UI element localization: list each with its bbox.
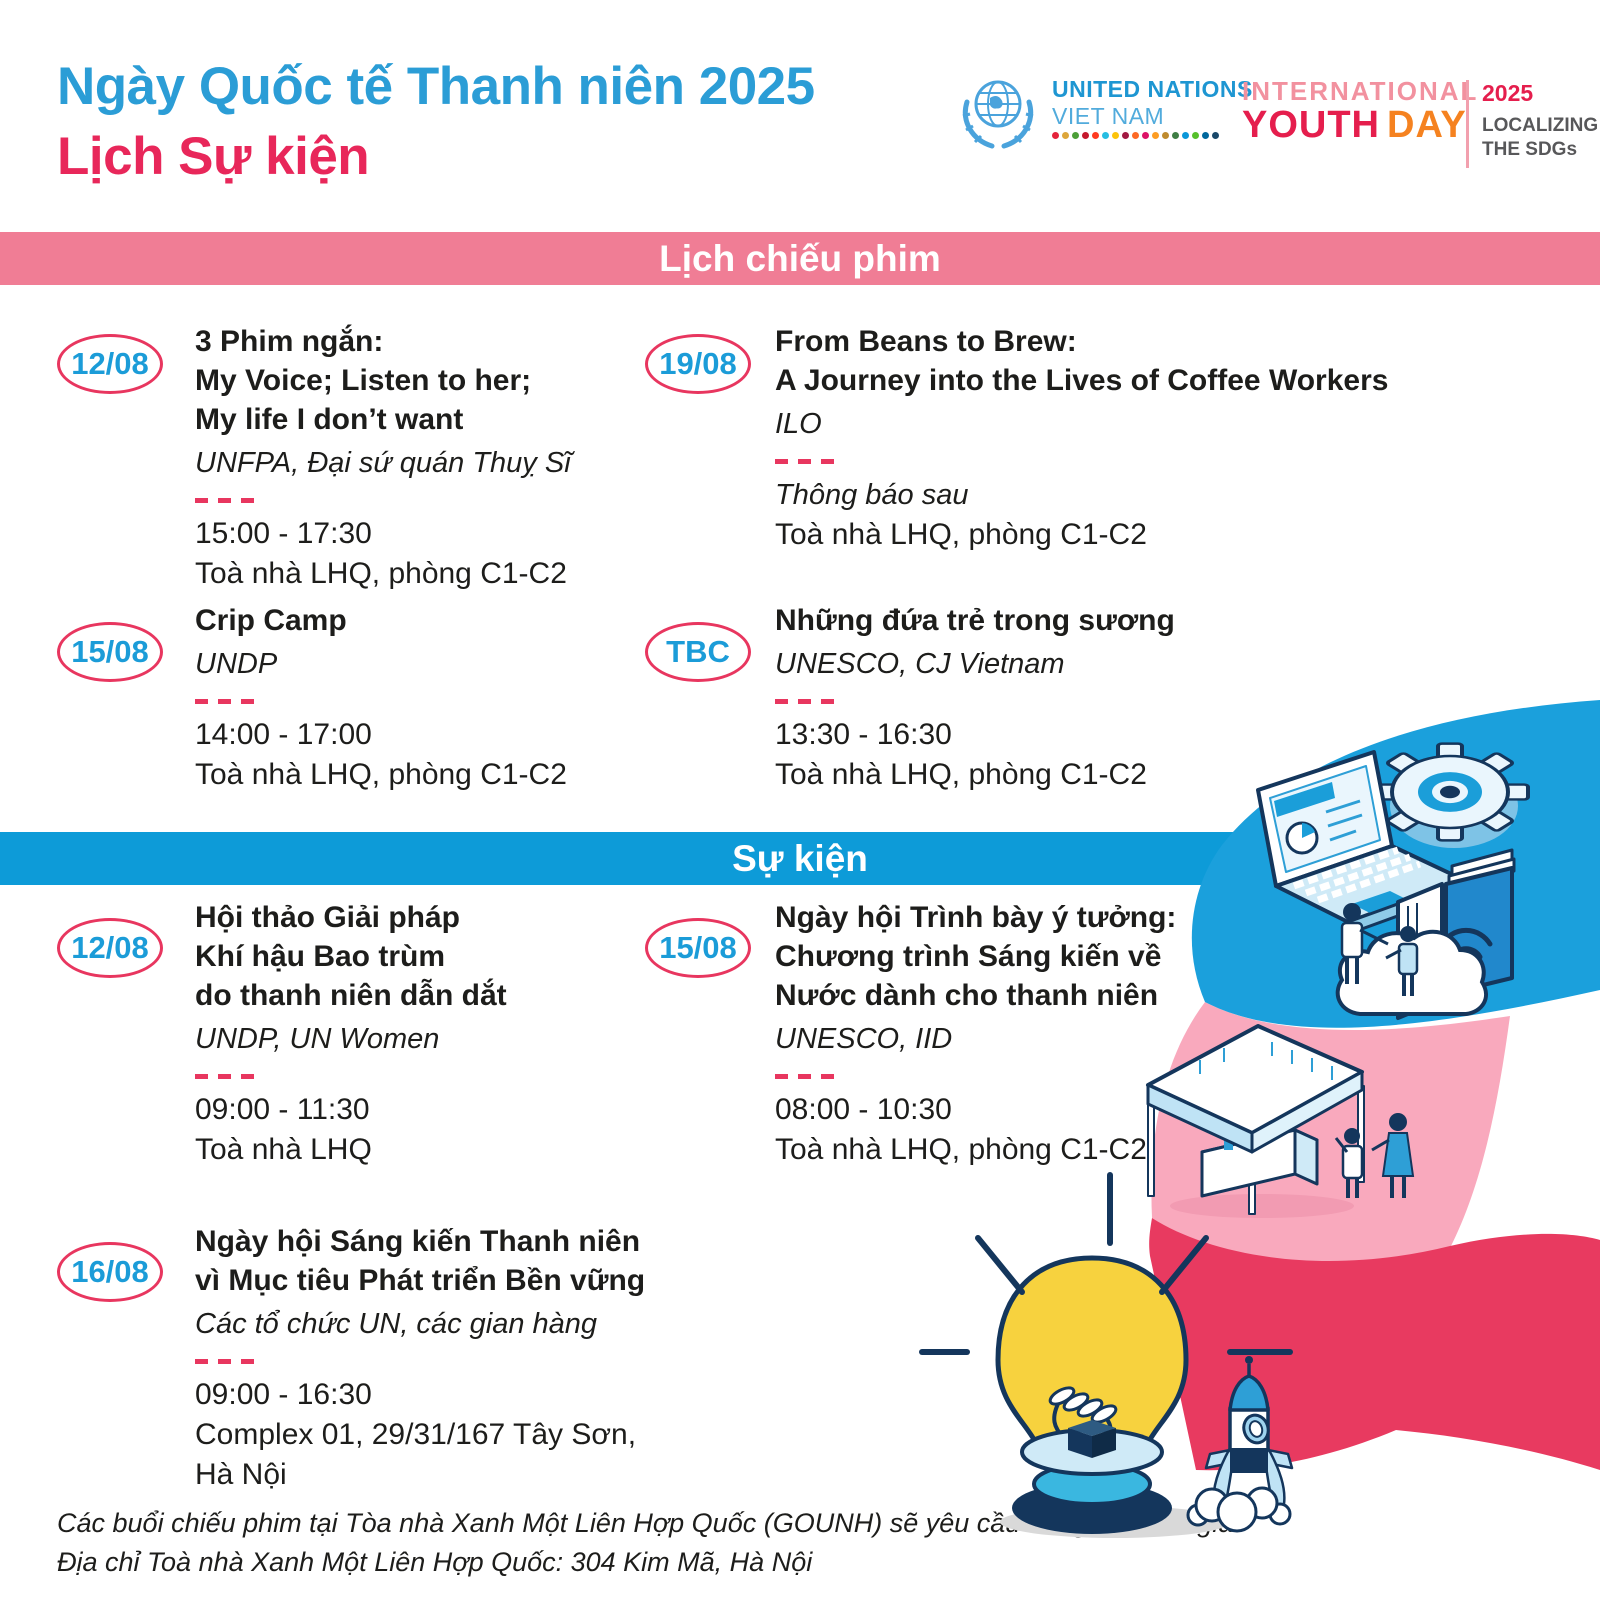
event-title-line: My life I don’t want (195, 403, 464, 436)
date-badge: 12/08 (57, 334, 163, 394)
date-badge: 19/08 (645, 334, 751, 394)
film-entry-3: Crip Camp UNDP 14:00 - 17:00 Toà nhà LHQ… (195, 601, 855, 795)
iyd-logo-tagline-2: THE SDGs (1482, 139, 1578, 160)
date-badge-label: 12/08 (71, 930, 149, 965)
event-entry-1: Hội thảo Giải pháp Khí hậu Bao trùm do t… (195, 898, 855, 1170)
divider-dashes (195, 498, 255, 503)
date-badge-label: 16/08 (71, 1254, 149, 1289)
event-note: Thông báo sau (775, 479, 969, 511)
date-badge-label: 15/08 (659, 930, 737, 965)
event-title-line: Chương trình Sáng kiến về (775, 940, 1162, 973)
event-venue: Toà nhà LHQ, phòng C1-C2 (775, 518, 1147, 551)
film-entry-1: 3 Phim ngắn: My Voice; Listen to her; My… (195, 322, 855, 594)
event-organizer: ILO (775, 408, 822, 440)
divider-dashes (775, 1074, 835, 1079)
un-logo-country: VIET NAM (1052, 103, 1165, 129)
event-organizer: UNFPA, Đại sứ quán Thuỵ Sĩ (195, 447, 571, 479)
event-title-line: 3 Phim ngắn: (195, 325, 384, 358)
event-time: 13:30 - 16:30 (775, 718, 952, 751)
date-badge-label: 19/08 (659, 346, 737, 381)
page-title: Ngày Quốc tế Thanh niên 2025 (57, 57, 815, 116)
event-title-line: Nước dành cho thanh niên (775, 979, 1159, 1012)
page-subtitle: Lịch Sự kiện (57, 127, 370, 186)
banner-events: Sự kiện (0, 832, 1600, 885)
iyd-logo-divider (1466, 80, 1469, 168)
date-badge: 15/08 (645, 918, 751, 978)
iyd-logo-international: INTERNATIONAL (1242, 76, 1479, 106)
date-badge: 12/08 (57, 918, 163, 978)
sdg-dots (1052, 132, 1219, 139)
iyd-logo-day: DAY (1387, 104, 1467, 146)
event-title-line: do thanh niên dẫn dắt (195, 979, 507, 1012)
event-time: 08:00 - 10:30 (775, 1093, 952, 1126)
divider-dashes (195, 699, 255, 704)
event-title-line: Ngày hội Sáng kiến Thanh niên (195, 1225, 641, 1258)
un-logo-name: UNITED NATIONS (1052, 76, 1253, 102)
film-entry-4: Những đứa trẻ trong sương UNESCO, CJ Vie… (775, 601, 1435, 795)
bulb-rays (919, 1172, 1293, 1355)
event-title-line: From Beans to Brew: (775, 325, 1077, 358)
event-time: 14:00 - 17:00 (195, 718, 372, 751)
divider-dashes (195, 1359, 255, 1364)
event-organizer: UNDP, UN Women (195, 1023, 440, 1055)
event-venue: Toà nhà LHQ, phòng C1-C2 (195, 557, 567, 590)
iyd-logo-tagline-1: LOCALIZING (1482, 115, 1599, 136)
event-title-line: Những đứa trẻ trong sương (775, 604, 1175, 637)
iyd-logo-youthday: YOUTH DAY (1242, 104, 1467, 147)
banner-films: Lịch chiếu phim (0, 232, 1600, 285)
event-title-line: Ngày hội Trình bày ý tưởng: (775, 901, 1177, 934)
lightbulb-icon (919, 1172, 1293, 1538)
iyd-logo-year: 2025 (1482, 80, 1534, 106)
event-venue: Toà nhà LHQ, phòng C1-C2 (775, 1133, 1147, 1166)
event-title-line: My Voice; Listen to her; (195, 364, 532, 397)
event-organizer: UNESCO, IID (775, 1023, 953, 1055)
event-organizer: Các tổ chức UN, các gian hàng (195, 1308, 598, 1340)
event-venue: Complex 01, 29/31/167 Tây Sơn, (195, 1418, 637, 1451)
footer-note-1: Các buổi chiếu phim tại Tòa nhà Xanh Một… (57, 1508, 1234, 1538)
date-badge: 16/08 (57, 1242, 163, 1302)
divider-dashes (195, 1074, 255, 1079)
event-time: 15:00 - 17:30 (195, 517, 372, 550)
date-badge-label: 15/08 (71, 634, 149, 669)
event-entry-3: Ngày hội Sáng kiến Thanh niên vì Mục tiê… (195, 1222, 855, 1495)
un-globe-land (990, 96, 1003, 109)
event-title-line: Khí hậu Bao trùm (195, 940, 446, 973)
event-venue: Toà nhà LHQ, phòng C1-C2 (195, 758, 567, 791)
date-badge-label: 12/08 (71, 346, 149, 381)
event-venue-line2: Hà Nội (195, 1458, 287, 1491)
event-time: 09:00 - 16:30 (195, 1378, 372, 1411)
event-organizer: UNDP (195, 648, 278, 680)
event-title-line: A Journey into the Lives of Coffee Worke… (775, 364, 1389, 397)
event-organizer: UNESCO, CJ Vietnam (775, 648, 1065, 680)
date-badge: TBC (645, 622, 751, 682)
event-venue: Toà nhà LHQ (195, 1133, 372, 1166)
divider-dashes (775, 459, 835, 464)
event-title-line: Crip Camp (195, 604, 347, 637)
iyd-logo-youth: YOUTH (1242, 104, 1380, 146)
event-title-line: Hội thảo Giải pháp (195, 901, 461, 934)
date-badge: 15/08 (57, 622, 163, 682)
event-title-line: vì Mục tiêu Phát triển Bền vững (195, 1264, 646, 1297)
event-entry-2: Ngày hội Trình bày ý tưởng: Chương trình… (775, 898, 1435, 1170)
event-time: 09:00 - 11:30 (195, 1093, 370, 1126)
date-badge-label: TBC (666, 634, 730, 669)
film-entry-2: From Beans to Brew: A Journey into the L… (775, 322, 1435, 555)
footer-note-2: Địa chỉ Toà nhà Xanh Một Liên Hợp Quốc: … (57, 1547, 813, 1577)
divider-dashes (775, 699, 835, 704)
event-venue: Toà nhà LHQ, phòng C1-C2 (775, 758, 1147, 791)
un-emblem-icon (962, 80, 1034, 149)
